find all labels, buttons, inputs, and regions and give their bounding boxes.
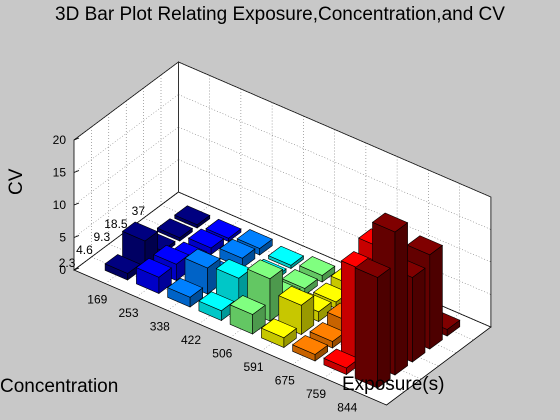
bar-top-face	[292, 335, 329, 355]
x-tick-label: 675	[275, 374, 295, 388]
bar-top-face	[174, 205, 211, 226]
bar-top-face	[205, 218, 242, 239]
bar-top-face	[278, 285, 315, 306]
grid-line	[73, 94, 179, 173]
grid-line	[73, 159, 179, 238]
grid-line	[73, 126, 179, 206]
bar-side-face	[394, 222, 408, 376]
z-tick-label: 15	[53, 166, 67, 180]
bar-top-face	[260, 318, 297, 339]
bar-side-face	[429, 244, 443, 350]
x-tick-label: 591	[243, 360, 263, 374]
bar-top-face	[167, 277, 204, 298]
z-tick-label: 5	[59, 231, 66, 245]
bar-top-face	[229, 295, 266, 315]
bar-top-face	[299, 256, 336, 276]
bar-top-face	[406, 235, 443, 256]
bar-top-face	[246, 259, 284, 280]
bar-side-face	[412, 267, 426, 363]
bar-top-face	[219, 238, 256, 259]
z-tick-label: 20	[53, 133, 67, 147]
bar-front-face	[354, 267, 378, 389]
bar-top-face	[354, 258, 391, 278]
x-tick-label: 422	[181, 333, 201, 347]
z-tick-mark	[73, 170, 80, 173]
x-axis-label: Exposure(s)	[342, 374, 445, 395]
bar-top-face	[281, 269, 318, 289]
bar-top-face	[153, 244, 190, 265]
z-tick-mark	[73, 267, 80, 271]
z-tick-mark	[73, 235, 80, 238]
x-tick-label: 506	[212, 347, 232, 361]
bar-top-face	[121, 221, 159, 242]
bar-top-face	[371, 212, 409, 233]
z-tick-label: 0	[59, 263, 66, 277]
z-tick-label: 10	[53, 198, 67, 212]
bar-top-face	[104, 254, 141, 274]
bar-top-face	[156, 218, 193, 239]
x-tick-label: 253	[118, 306, 138, 320]
y-tick-label: 18.5	[104, 217, 128, 231]
x-tick-label: 169	[87, 293, 107, 307]
chart-title: 3D Bar Plot Relating Exposure,Concentrat…	[55, 4, 505, 25]
bar-side-face	[377, 267, 391, 389]
z-tick-mark	[73, 202, 80, 206]
y-tick-label: 37	[132, 204, 146, 218]
bar-top-face	[267, 245, 305, 266]
bar-top-face	[198, 291, 235, 312]
x-tick-label: 338	[150, 320, 170, 334]
y-tick-label: 2.3	[59, 256, 76, 270]
bar-top-face	[135, 257, 172, 278]
x-tick-label: 759	[306, 387, 326, 401]
z-tick-mark	[73, 137, 80, 141]
x-tick-label: 844	[337, 401, 357, 415]
z-axis-label: CV	[6, 168, 27, 195]
bar-top-face	[184, 248, 221, 269]
y-tick-label: 9.3	[94, 230, 111, 244]
bar-top-face	[188, 228, 225, 249]
bar-top-face	[236, 229, 273, 249]
y-tick-label: 4.6	[76, 243, 93, 257]
y-axis-label: Concentration	[0, 376, 119, 397]
